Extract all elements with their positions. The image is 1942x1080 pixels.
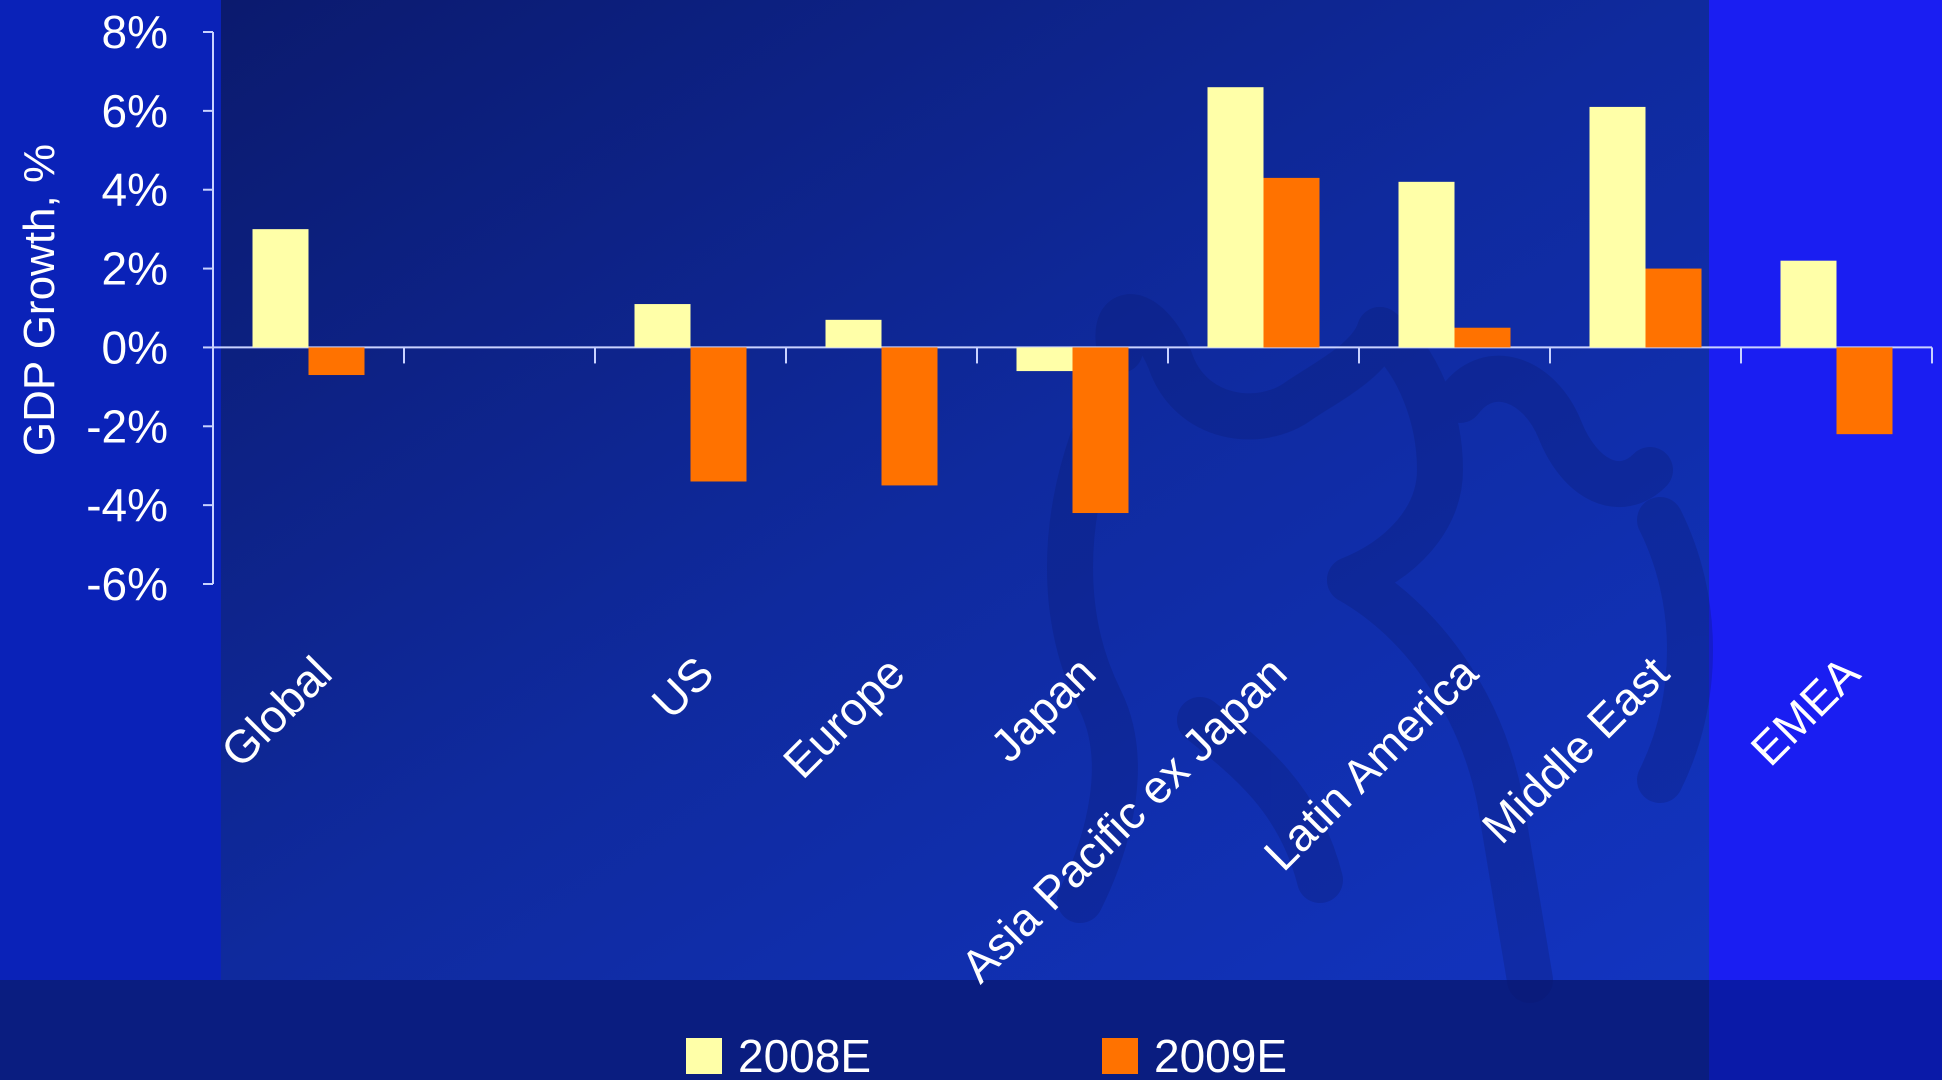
bar-2009e-emea: [1836, 347, 1893, 435]
y-tick-label: -6%: [86, 558, 168, 610]
legend-label-2008e: 2008E: [738, 1030, 871, 1080]
right-band: [1709, 0, 1942, 980]
bar-2008e-global: [252, 229, 309, 348]
bar-2009e-middle-east: [1645, 268, 1702, 348]
legend: 2008E 2009E: [686, 1030, 1287, 1080]
bar-2009e-latin-america: [1454, 327, 1511, 348]
bar-2008e-latin-america: [1398, 181, 1455, 348]
legend-swatch-2008e: [686, 1038, 722, 1074]
legend-swatch-2009e: [1102, 1038, 1138, 1074]
bull-logo-icon: [1047, 294, 1713, 1003]
y-tick-label: 4%: [102, 164, 168, 216]
y-axis-label: GDP Growth, %: [15, 144, 64, 456]
bar-2009e-us: [690, 347, 747, 482]
bar-2009e-global: [308, 347, 365, 376]
y-tick-labels: -6% -4% -2% 0% 2% 4% 6% 8%: [86, 6, 168, 610]
bar-2008e-us: [634, 304, 691, 348]
y-tick-label: 0%: [102, 321, 168, 373]
bars: [252, 87, 1893, 514]
footer-band-right: [1709, 980, 1942, 1080]
bar-2008e-europe: [825, 319, 882, 348]
y-tick-label: -2%: [86, 400, 168, 452]
bar-2008e-middle-east: [1589, 106, 1646, 348]
bar-2009e-asia-pacific-ex-japan: [1263, 177, 1320, 348]
bar-2009e-japan: [1072, 347, 1129, 514]
center-panel: [221, 0, 1709, 980]
y-tick-label: -4%: [86, 479, 168, 531]
bar-2008e-emea: [1780, 260, 1837, 348]
bar-2008e-japan: [1016, 347, 1073, 372]
y-tick-label: 8%: [102, 6, 168, 58]
y-tick-label: 2%: [102, 243, 168, 295]
legend-label-2009e: 2009E: [1154, 1030, 1287, 1080]
bar-2008e-asia-pacific-ex-japan: [1207, 87, 1264, 348]
bar-2009e-europe: [881, 347, 938, 486]
footer-band: [0, 980, 1942, 1080]
y-tick-label: 6%: [102, 85, 168, 137]
left-band: [0, 0, 221, 980]
